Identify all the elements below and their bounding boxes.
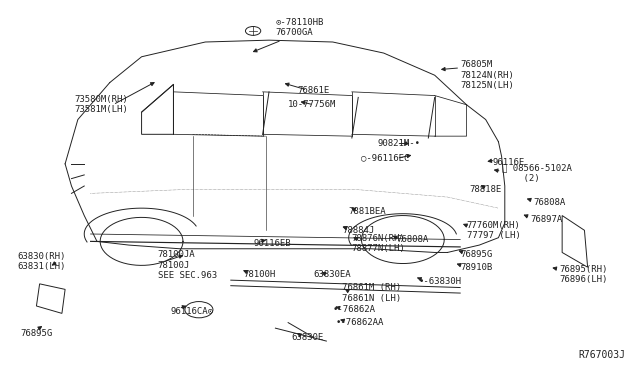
Text: 76895G: 76895G <box>460 250 492 259</box>
Text: 96116E: 96116E <box>492 157 524 167</box>
Text: •-76862A: •-76862A <box>333 305 376 314</box>
Text: 78100JA
78100J
SEE SEC.963: 78100JA 78100J SEE SEC.963 <box>157 250 216 280</box>
Text: 96116CA⊙: 96116CA⊙ <box>170 307 213 316</box>
Text: 76861E: 76861E <box>298 86 330 94</box>
Text: 78910B: 78910B <box>460 263 492 272</box>
Text: 7881BEA: 7881BEA <box>349 207 387 217</box>
Text: 76808A: 76808A <box>534 198 566 207</box>
Text: 78884J: 78884J <box>342 226 374 235</box>
Text: 10-77756M: 10-77756M <box>288 100 337 109</box>
Text: 63830EA: 63830EA <box>314 270 351 279</box>
Text: 90821M-•: 90821M-• <box>378 139 420 148</box>
Text: 73580M(RH)
73581M(LH): 73580M(RH) 73581M(LH) <box>75 95 129 115</box>
Text: 63830E: 63830E <box>291 333 324 342</box>
Text: 78100H: 78100H <box>244 270 276 279</box>
Text: 76895(RH)
76896(LH): 76895(RH) 76896(LH) <box>559 265 607 284</box>
Text: •-63830H: •-63830H <box>419 278 462 286</box>
Text: 76808A: 76808A <box>396 235 429 244</box>
Text: 76897A: 76897A <box>531 215 563 224</box>
Text: 78818E: 78818E <box>470 185 502 194</box>
Text: ○-96116EC: ○-96116EC <box>362 154 410 163</box>
Text: 77760M(RH)
77797 (LH): 77760M(RH) 77797 (LH) <box>467 221 520 240</box>
Text: •-76862AA: •-76862AA <box>336 318 384 327</box>
Text: 76805M
78124N(RH)
78125N(LH): 76805M 78124N(RH) 78125N(LH) <box>460 60 514 90</box>
Text: 78876N(RH)
78877N(LH): 78876N(RH) 78877N(LH) <box>352 234 406 253</box>
Text: R767003J: R767003J <box>579 350 626 359</box>
Text: 76861M (RH)
76861N (LH): 76861M (RH) 76861N (LH) <box>342 283 401 303</box>
Text: Ⓢ 08566-5102A
    (2): Ⓢ 08566-5102A (2) <box>502 163 572 183</box>
Text: ⊙-78110HB
76700GA: ⊙-78110HB 76700GA <box>275 17 324 37</box>
Text: 63830(RH)
63831(LH): 63830(RH) 63831(LH) <box>17 252 66 272</box>
Text: 96116EB: 96116EB <box>253 239 291 248</box>
Text: 76895G: 76895G <box>20 329 52 338</box>
